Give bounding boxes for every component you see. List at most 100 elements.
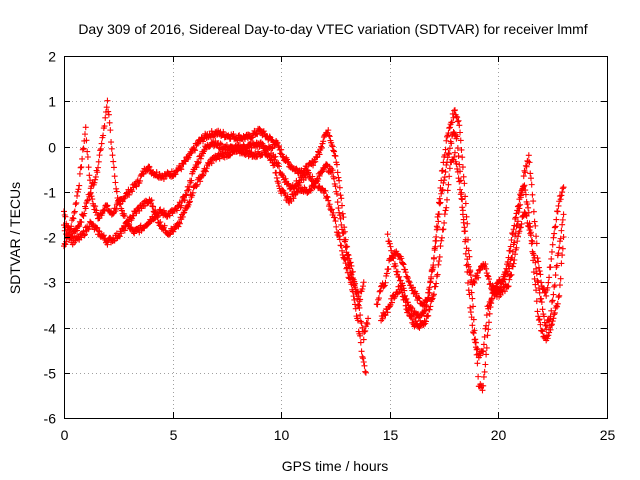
data-point	[548, 322, 555, 329]
data-point	[546, 274, 553, 281]
data-point	[254, 131, 261, 138]
data-point	[429, 295, 436, 302]
data-point	[188, 177, 195, 184]
data-point	[548, 321, 555, 328]
data-point	[178, 202, 185, 209]
data-point	[359, 353, 366, 360]
data-point	[361, 328, 368, 335]
data-point	[523, 163, 530, 170]
data-point	[359, 285, 366, 292]
data-point	[84, 226, 91, 233]
data-point	[338, 221, 345, 228]
data-point	[427, 278, 434, 285]
data-point	[148, 197, 155, 204]
data-point	[539, 306, 546, 313]
data-point	[551, 224, 558, 231]
data-point	[482, 361, 489, 368]
data-point	[439, 186, 446, 193]
data-point	[420, 308, 427, 315]
data-point	[409, 284, 416, 291]
data-point	[338, 195, 345, 202]
data-point	[483, 312, 490, 319]
data-point	[406, 279, 413, 286]
data-point	[181, 197, 188, 204]
data-point	[175, 223, 182, 230]
data-point	[457, 191, 464, 198]
data-point	[95, 158, 102, 165]
data-point	[107, 127, 114, 134]
data-point	[360, 283, 367, 290]
data-point	[436, 258, 443, 265]
data-point	[451, 149, 458, 156]
data-point	[525, 223, 532, 230]
data-point	[331, 214, 338, 221]
data-point	[475, 373, 482, 380]
data-point	[554, 208, 561, 215]
data-point	[485, 302, 492, 309]
data-point	[384, 231, 391, 238]
data-point	[533, 240, 540, 247]
data-point	[108, 139, 115, 146]
data-point	[555, 294, 562, 301]
data-point	[552, 223, 559, 230]
data-point	[483, 322, 490, 329]
data-point	[96, 228, 103, 235]
data-point	[560, 211, 567, 218]
data-point	[398, 286, 405, 293]
data-point	[296, 181, 303, 188]
data-point	[96, 152, 103, 159]
data-point	[76, 170, 83, 177]
data-point	[182, 191, 189, 198]
data-point	[532, 222, 539, 229]
data-point	[383, 270, 390, 277]
data-point	[100, 232, 107, 239]
data-point	[100, 132, 107, 139]
data-point	[514, 233, 521, 240]
data-point	[464, 220, 471, 227]
data-point	[516, 196, 523, 203]
data-point	[453, 160, 460, 167]
x-tick-label: 15	[383, 427, 399, 443]
data-point	[226, 152, 233, 159]
y-tick-label: -3	[44, 275, 57, 291]
data-point	[342, 260, 349, 267]
data-point	[524, 201, 531, 208]
data-point	[396, 256, 403, 263]
data-point	[338, 242, 345, 249]
data-point	[507, 243, 514, 250]
data-point	[87, 177, 94, 184]
data-point	[508, 236, 515, 243]
data-point	[150, 216, 157, 223]
data-point	[326, 133, 333, 140]
data-point	[506, 276, 513, 283]
data-point	[472, 339, 479, 346]
data-point	[282, 175, 289, 182]
data-point	[535, 317, 542, 324]
data-point	[545, 332, 552, 339]
data-point	[103, 104, 110, 111]
data-point	[537, 271, 544, 278]
axis-ticks: 0 5 10 15 20 25 -6 -5 -4 -3 -2 -1 0 1 2	[44, 49, 616, 444]
data-point	[559, 252, 566, 259]
data-point	[344, 257, 351, 264]
data-point	[509, 263, 516, 270]
data-point	[350, 293, 357, 300]
data-point	[509, 230, 516, 237]
data-point	[443, 137, 450, 144]
data-point	[80, 228, 87, 235]
data-point	[133, 183, 140, 190]
data-point	[344, 243, 351, 250]
data-point	[339, 210, 346, 217]
data-point	[454, 118, 461, 125]
data-point	[105, 108, 112, 115]
data-point	[545, 279, 552, 286]
data-point	[470, 303, 477, 310]
data-point	[352, 301, 359, 308]
data-point	[170, 228, 177, 235]
data-point	[449, 110, 456, 117]
data-point	[332, 153, 339, 160]
data-point	[554, 300, 561, 307]
data-point	[104, 97, 111, 104]
data-point	[517, 224, 524, 231]
data-point	[455, 153, 462, 160]
